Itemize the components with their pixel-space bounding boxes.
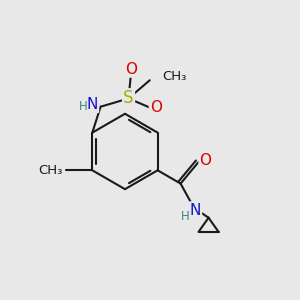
- Text: N: N: [87, 97, 98, 112]
- Text: O: O: [125, 61, 137, 76]
- Text: O: O: [200, 153, 211, 168]
- Text: CH₃: CH₃: [162, 70, 187, 83]
- Text: CH₃: CH₃: [38, 164, 62, 177]
- Text: H: H: [181, 210, 190, 223]
- Text: O: O: [150, 100, 162, 116]
- Text: H: H: [79, 100, 87, 112]
- Text: S: S: [123, 89, 134, 107]
- Text: N: N: [190, 202, 201, 217]
